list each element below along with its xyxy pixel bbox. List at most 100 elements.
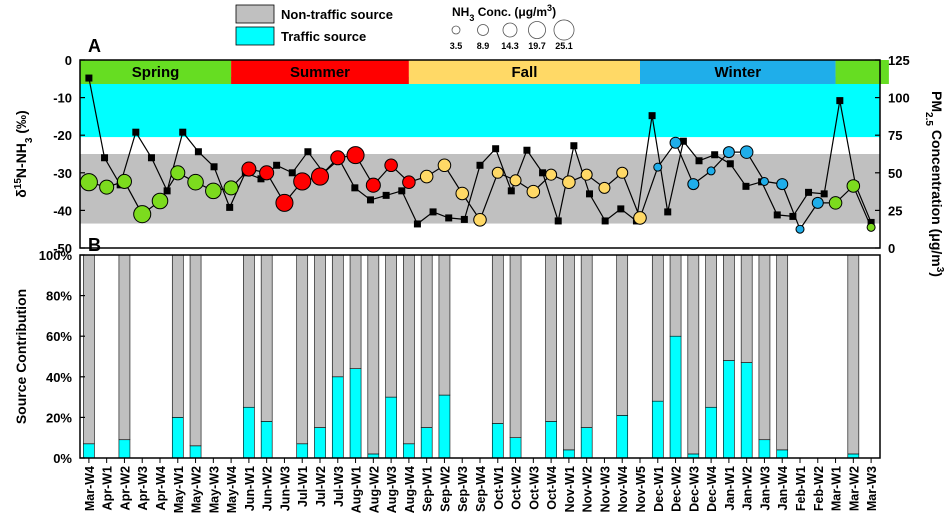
non-traffic-bar bbox=[243, 254, 255, 408]
d15n-point bbox=[275, 193, 294, 212]
traffic-bar bbox=[171, 417, 184, 459]
traffic-bar bbox=[331, 376, 344, 459]
d15n-point bbox=[151, 192, 169, 210]
x-tick-label: Sep-W2 bbox=[438, 466, 452, 512]
d15n-point bbox=[330, 150, 346, 166]
panel-a: Spring Summer Fall Winter 0 -10 -20 -30 -40 -50 0 2… bbox=[13, 36, 946, 277]
d15n-point bbox=[828, 196, 843, 210]
d15n-point bbox=[633, 211, 647, 225]
traffic-bar bbox=[118, 439, 131, 459]
pm25-point bbox=[460, 215, 468, 223]
traffic-bar bbox=[189, 445, 202, 459]
y-right-tick-label: 100 bbox=[888, 91, 910, 106]
legend-label-non-traffic: Non-traffic source bbox=[281, 7, 393, 22]
nh3-legend-circle bbox=[528, 21, 546, 39]
d15n-point bbox=[526, 184, 541, 199]
non-traffic-bar bbox=[385, 254, 397, 398]
non-traffic-bar bbox=[651, 254, 664, 402]
d15n-point bbox=[739, 145, 754, 159]
pm25-point bbox=[304, 148, 312, 156]
x-tick-label: May-W2 bbox=[190, 466, 204, 513]
pm25-point bbox=[836, 97, 844, 105]
pm25-point bbox=[711, 151, 719, 159]
season-label-winter: Winter bbox=[715, 64, 762, 81]
x-tick-label: Jul-W1 bbox=[296, 466, 310, 507]
pm25-point bbox=[570, 142, 578, 150]
d15n-point bbox=[598, 181, 611, 194]
y-b-tick-label: 100% bbox=[39, 248, 73, 263]
d15n-point bbox=[687, 178, 700, 191]
d15n-point bbox=[419, 169, 434, 184]
non-traffic-bar bbox=[367, 254, 380, 455]
d15n-point bbox=[811, 196, 824, 209]
traffic-bar bbox=[758, 439, 771, 459]
non-traffic-bar bbox=[563, 254, 575, 451]
x-tick-label: Jun-W2 bbox=[261, 466, 275, 511]
non-traffic-bar bbox=[171, 254, 184, 418]
legend-swatch-non-traffic bbox=[235, 4, 275, 24]
non-traffic-bar bbox=[438, 254, 451, 396]
season-band-summer bbox=[231, 60, 409, 84]
d15n-point bbox=[241, 161, 257, 177]
x-tick-label: Sep-W4 bbox=[474, 466, 488, 512]
traffic-bar bbox=[776, 449, 789, 459]
nh3-legend-circle bbox=[553, 19, 575, 41]
traffic-bar bbox=[545, 421, 557, 459]
season-label-spring: Spring bbox=[132, 64, 180, 81]
pm25-point bbox=[445, 214, 453, 222]
d15n-point bbox=[473, 213, 487, 227]
season-band-spring-2 bbox=[835, 60, 889, 84]
d15n-point bbox=[170, 165, 186, 181]
non-traffic-bar bbox=[847, 254, 860, 455]
d15n-point bbox=[580, 168, 593, 181]
non-traffic-bar bbox=[705, 254, 717, 408]
pm25-point bbox=[664, 208, 672, 216]
x-tick-label: Jan-W2 bbox=[741, 466, 755, 511]
x-tick-label: Nov-W1 bbox=[563, 466, 577, 513]
traffic-bar bbox=[669, 335, 682, 459]
traffic-bar bbox=[509, 437, 522, 459]
x-tick-label: Nov-W3 bbox=[598, 466, 612, 513]
pm25-point bbox=[554, 217, 562, 225]
non-traffic-bar bbox=[403, 254, 415, 445]
nh3-legend-title: NH3 Conc. (μg/m3) bbox=[452, 3, 556, 23]
pm25-point bbox=[147, 154, 155, 162]
pm25-point bbox=[789, 212, 797, 220]
y-b-tick-label: 20% bbox=[46, 410, 72, 425]
y-b-tick-label: 80% bbox=[46, 289, 72, 304]
nh3-legend-circle bbox=[477, 24, 489, 36]
d15n-point bbox=[759, 176, 769, 186]
traffic-bar bbox=[314, 427, 326, 459]
panel-b: 0% 20% 40% 60% 80% 100% Mar-W4 Apr-W1 Apr-W2 Apr-… bbox=[13, 235, 881, 513]
x-tick-label: Apr-W3 bbox=[136, 466, 150, 510]
d15n-point bbox=[99, 179, 115, 195]
pm25-point bbox=[726, 160, 734, 168]
x-tick-label: May-W4 bbox=[225, 466, 239, 513]
traffic-bar bbox=[563, 449, 575, 459]
x-tick-label: Mar-W2 bbox=[847, 466, 861, 511]
pm25-point bbox=[476, 161, 484, 169]
non-traffic-bar bbox=[758, 254, 771, 441]
legend: Non-traffic source Traffic source NH3 Conc… bbox=[235, 3, 575, 51]
non-traffic-bar bbox=[118, 254, 131, 441]
legend-label-traffic: Traffic source bbox=[281, 29, 366, 44]
d15n-point bbox=[223, 180, 239, 196]
x-tick-label: Sep-W3 bbox=[456, 466, 470, 512]
season-label-fall: Fall bbox=[512, 64, 538, 81]
panel-a-label: A bbox=[88, 36, 101, 56]
traffic-bar bbox=[580, 427, 593, 459]
y-right-tick-label: 50 bbox=[888, 166, 902, 181]
non-traffic-bar bbox=[420, 254, 433, 428]
non-traffic-bar bbox=[669, 254, 682, 337]
traffic-bar bbox=[349, 368, 362, 459]
x-tick-label: Jan-W3 bbox=[758, 466, 772, 511]
non-traffic-bar bbox=[260, 254, 273, 422]
season-band-fall bbox=[408, 60, 640, 84]
d15n-point bbox=[653, 162, 663, 172]
x-tick-label: Oct-W4 bbox=[545, 466, 559, 510]
nh3-legend-value: 14.3 bbox=[501, 41, 519, 51]
pm25-point bbox=[586, 190, 594, 198]
d15n-point bbox=[669, 136, 682, 149]
y-right-tick-label: 0 bbox=[888, 241, 895, 256]
